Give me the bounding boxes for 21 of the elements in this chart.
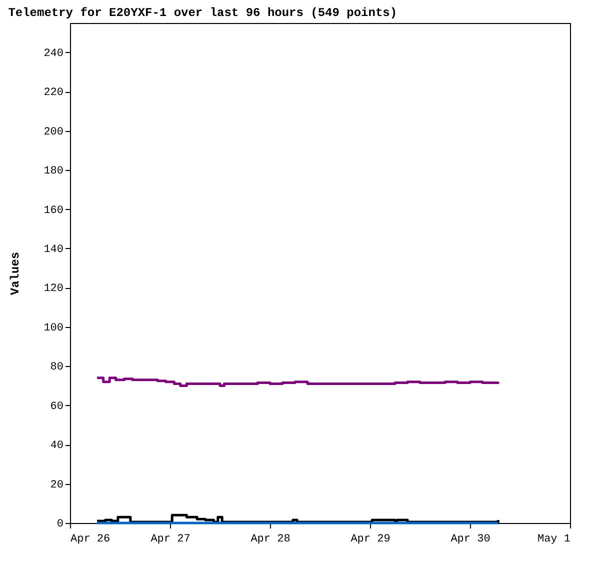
y-tick-label: 40 bbox=[50, 440, 64, 452]
y-tick-label: 120 bbox=[44, 283, 64, 296]
y-tick-label: 140 bbox=[44, 244, 64, 256]
x-tick-label: Apr 27 bbox=[150, 534, 190, 546]
y-axis-title: Values bbox=[8, 252, 23, 296]
chart-title: Telemetry for E20YXF-1 over last 96 hours (549 points) bbox=[8, 6, 398, 20]
y-tick-label: 160 bbox=[44, 204, 64, 217]
y-tick-label: 100 bbox=[44, 322, 64, 334]
y-tick-label: 240 bbox=[44, 48, 64, 60]
x-tick-label: Apr 26 bbox=[70, 534, 110, 546]
y-tick-label: 220 bbox=[44, 87, 64, 100]
y-tick-label: 200 bbox=[44, 126, 64, 138]
y-tick-label: 180 bbox=[44, 166, 64, 178]
x-tick-label: Apr 29 bbox=[350, 534, 390, 546]
y-tick-label: 20 bbox=[50, 479, 64, 492]
x-tick-label: Apr 28 bbox=[250, 534, 290, 546]
y-tick-label: 60 bbox=[50, 400, 64, 413]
y-tick-label: 0 bbox=[56, 518, 64, 530]
x-tick-label: May 1 bbox=[537, 534, 571, 546]
x-tick-label: Apr 30 bbox=[450, 534, 490, 546]
y-tick-label: 80 bbox=[50, 362, 64, 374]
